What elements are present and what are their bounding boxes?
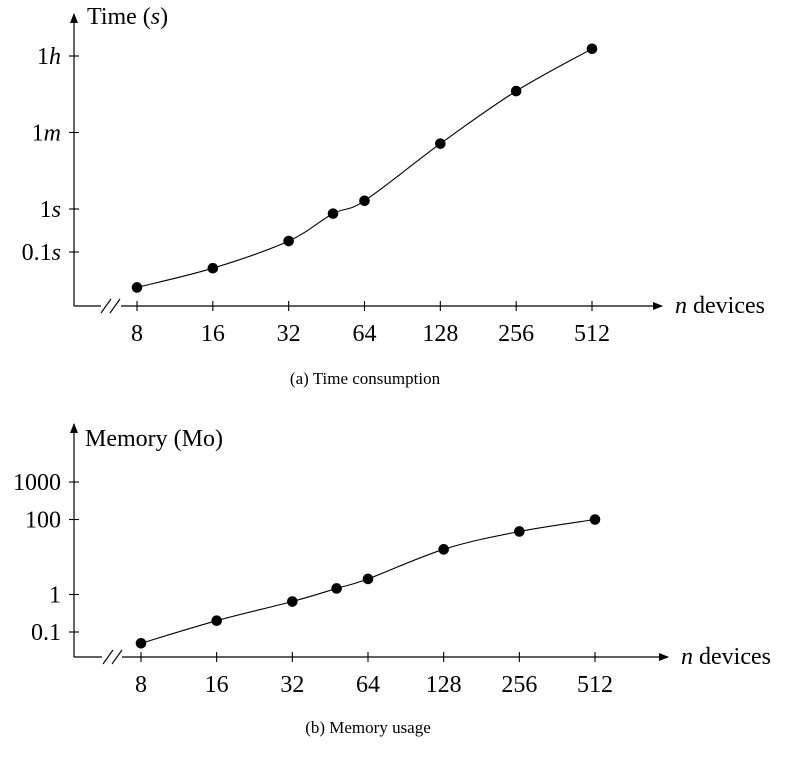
time-point [327,208,339,219]
memory-y-tick-label: 0.1 [31,620,61,646]
time-series [131,43,598,293]
time-y-ticks: 0.1s 1s 1m 1h [22,44,79,266]
time-point [283,235,294,247]
chart-memory: Memory (Mo) n devices 8 16 32 64 128 256 512 0… [13,423,771,737]
memory-x-ticks: 8 16 32 64 128 256 512 [135,652,613,698]
memory-point [589,514,601,525]
time-y-axis-label: Time (s) [87,4,168,30]
chart-time: Time (s) n devices 8 16 32 64 128 256 512 0.1s… [22,4,765,388]
time-point [435,138,446,149]
time-axis-break [100,298,121,314]
memory-y-tick-label: 1000 [13,470,61,496]
memory-point [135,637,147,649]
time-point [359,195,370,207]
time-x-tick-label: 8 [131,321,143,347]
memory-axes [70,423,669,665]
memory-point [362,573,374,585]
memory-x-tick-label: 16 [205,672,229,698]
time-line [136,48,593,288]
time-x-tick-label: 256 [498,321,534,347]
memory-y-tick-label: 1 [49,583,61,609]
time-point [586,43,598,55]
memory-y-axis-label: Memory (Mo) [85,426,223,452]
memory-x-axis-label: n devices [681,644,771,670]
memory-point [287,596,298,607]
memory-point [438,544,449,555]
memory-y-tick-label: 100 [25,508,61,534]
time-x-tick-label: 32 [277,321,301,347]
memory-point [211,615,222,627]
time-point [510,85,522,97]
time-x-tick-label: 64 [353,321,377,347]
time-y-tick-label: 0.1s [22,240,61,266]
time-x-axis-label: n devices [675,293,765,319]
memory-axis-break [102,649,123,665]
time-y-tick-label: 1h [37,44,61,70]
memory-caption: (b) Memory usage [305,718,431,737]
memory-x-tick-label: 32 [280,672,304,698]
memory-x-tick-label: 256 [501,672,537,698]
time-x-tick-label: 512 [574,321,610,347]
time-x-tick-label: 128 [422,321,458,347]
memory-point [514,526,525,537]
time-caption: (a) Time consumption [290,369,441,388]
memory-y-ticks: 0.1 1 100 1000 [13,470,79,646]
time-point [131,282,143,293]
memory-x-tick-label: 64 [356,672,380,698]
memory-x-tick-label: 512 [577,672,613,698]
time-axes [70,13,663,314]
memory-line [140,518,596,644]
memory-series [135,514,601,649]
time-x-ticks: 8 16 32 64 128 256 512 [131,301,610,347]
time-x-tick-label: 16 [201,321,225,347]
memory-point [331,583,342,594]
time-point [207,262,219,274]
time-y-tick-label: 1m [32,120,61,146]
time-y-tick-label: 1s [40,197,61,223]
memory-x-tick-label: 128 [426,672,462,698]
memory-x-tick-label: 8 [135,672,147,698]
